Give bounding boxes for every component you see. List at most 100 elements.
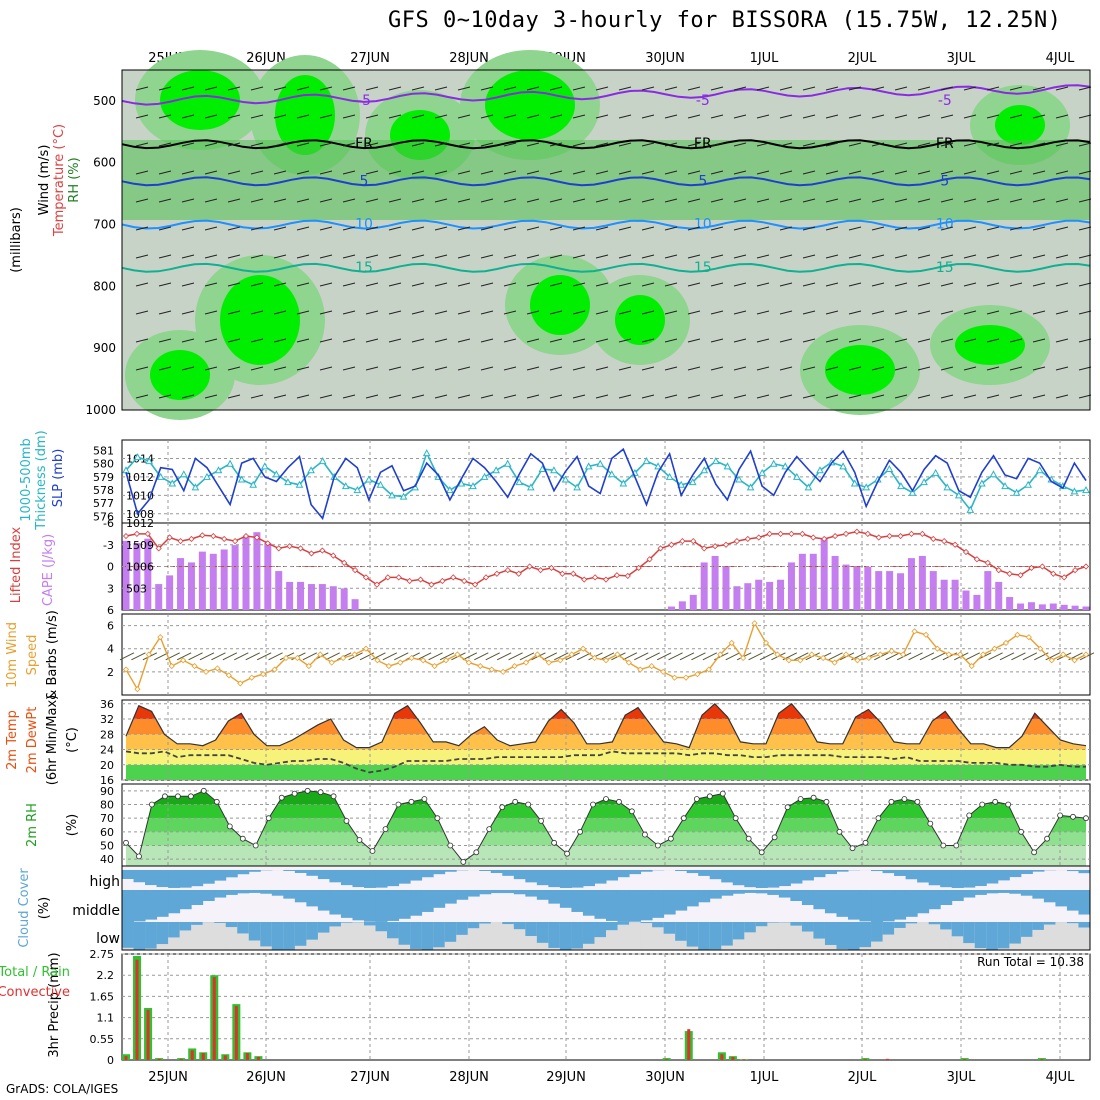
cloud-low-cell xyxy=(398,922,411,945)
wind-barb xyxy=(296,86,310,91)
lifted-index-point xyxy=(515,570,522,577)
cloud-high-cell xyxy=(179,870,192,888)
wind-barb xyxy=(710,114,724,119)
wind-barb xyxy=(687,86,701,91)
cloud-middle-cell xyxy=(640,890,653,921)
wind-barb xyxy=(1055,338,1069,343)
wind-barb xyxy=(710,282,724,287)
wind-barb xyxy=(687,310,701,315)
wind-barb xyxy=(158,198,172,203)
wind-barb xyxy=(227,254,241,259)
contour-label: 10 xyxy=(694,217,712,233)
bottom-axis-tick-label: 29JUN xyxy=(546,1070,586,1085)
cloud-middle-cell xyxy=(191,890,204,906)
lifted-index-point xyxy=(1082,563,1090,570)
thickness-point xyxy=(284,478,292,486)
wind-barb xyxy=(871,226,885,231)
pressure-tick-label: 800 xyxy=(93,279,116,293)
wind-barb xyxy=(595,86,609,91)
wind-speed-point xyxy=(580,645,587,652)
contour-label: FR xyxy=(355,136,373,152)
surface-wind-barb xyxy=(794,652,809,661)
cloud-middle-cell xyxy=(248,890,261,893)
rh-high-area xyxy=(485,70,575,140)
wind-speed-point xyxy=(797,657,804,664)
wind-barb xyxy=(572,254,586,259)
wind-barb xyxy=(848,366,862,371)
rh-point xyxy=(862,839,869,846)
cape-bar xyxy=(242,536,250,610)
wind-barb xyxy=(480,198,494,203)
cloud-high-cell xyxy=(214,870,227,881)
wind-speed-point xyxy=(1014,631,1021,638)
wind-barb xyxy=(181,394,195,399)
rh-point xyxy=(512,798,519,805)
rh-point xyxy=(810,794,817,801)
rh-point xyxy=(655,842,661,849)
precip-convective-bar xyxy=(124,1056,128,1060)
wind-barb xyxy=(848,170,862,175)
wind-barb xyxy=(250,170,264,175)
surface-wind-barb xyxy=(256,652,272,661)
precip-tick-label: 0.55 xyxy=(90,1033,115,1046)
precip-convective-bar xyxy=(687,1029,691,1060)
wind-barb xyxy=(618,310,632,315)
wind-speed-point xyxy=(237,680,244,687)
lifted-index-point xyxy=(668,541,675,548)
wind-speed-point xyxy=(842,651,850,658)
thickness-point xyxy=(399,492,408,500)
wind-barb xyxy=(986,338,1000,343)
wind-barb xyxy=(618,282,632,287)
cape-bar xyxy=(940,579,948,610)
wind-barb xyxy=(457,170,471,175)
cloud-middle-cell xyxy=(525,890,538,897)
wind-speed-point xyxy=(991,645,998,652)
cloud-low-cell xyxy=(1032,922,1045,930)
lifted-index-point xyxy=(995,567,1002,574)
wind-barb xyxy=(503,170,517,175)
wind-speed-point xyxy=(682,674,690,681)
wind-barb xyxy=(411,254,425,259)
cloud-low-cell xyxy=(848,922,861,950)
wind-barb xyxy=(894,114,908,119)
wind-barb xyxy=(526,394,540,399)
lifted-index-point xyxy=(308,550,315,557)
rh-point xyxy=(693,796,700,802)
thickness-point xyxy=(492,466,500,474)
cloud-high-cell xyxy=(237,870,250,875)
wind-barb xyxy=(572,114,586,119)
rh-point xyxy=(395,801,402,808)
cloud-middle-cell xyxy=(421,890,434,912)
lifted-index-point xyxy=(810,534,817,541)
cloud-high-cell xyxy=(1032,870,1045,872)
upper-air-title: Wind (m/s)Temperature (°C)RH (%) xyxy=(37,124,82,237)
cloud-high-cell xyxy=(744,870,757,888)
surface-wind-barb xyxy=(485,652,500,661)
precip-total-bar xyxy=(861,1058,870,1060)
surface-wind-barb xyxy=(748,652,763,661)
wind-barb xyxy=(917,86,931,91)
cape-bar xyxy=(962,590,970,610)
wind-barb xyxy=(871,198,885,203)
lifted-index-point xyxy=(657,545,664,552)
wind-speed-point xyxy=(397,659,404,666)
cloud-middle-cell xyxy=(882,890,895,922)
legend-total-rain: Total / Rain xyxy=(0,965,70,980)
lifted-index-point xyxy=(875,534,882,541)
cape-bar xyxy=(351,599,359,610)
wind-barb xyxy=(940,338,954,343)
rh-point xyxy=(940,842,947,849)
cloud-high-cell xyxy=(145,870,158,886)
wind-barb xyxy=(319,254,333,259)
wind-barb xyxy=(986,310,1000,315)
cloud-low-bg xyxy=(755,922,768,950)
wind-barb xyxy=(917,254,931,259)
cloud-middle-cell xyxy=(582,890,595,916)
rh-point xyxy=(213,798,220,805)
wind-barb xyxy=(871,310,885,315)
wind-barb xyxy=(986,114,1000,119)
lifted-index-point xyxy=(984,559,991,566)
cloud-middle-cell xyxy=(1043,890,1056,903)
cloud-low-cell xyxy=(467,922,480,929)
lifted-index-point xyxy=(341,559,348,566)
